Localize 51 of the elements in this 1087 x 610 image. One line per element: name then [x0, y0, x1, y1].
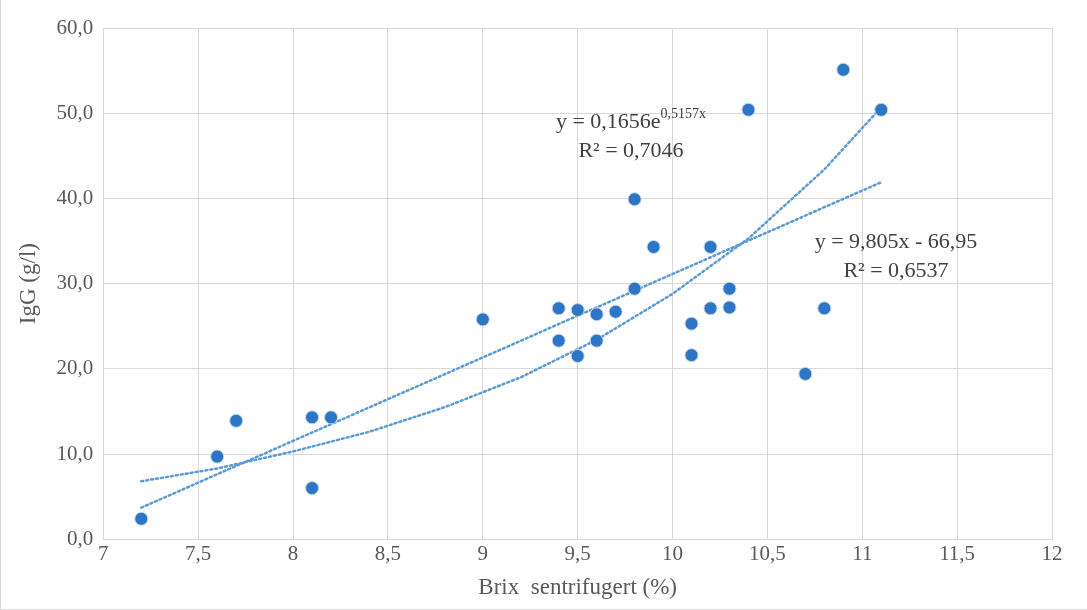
point: [570, 349, 585, 364]
point: [703, 301, 718, 316]
point: [627, 281, 642, 296]
x-tick-label: 11,5: [939, 541, 976, 566]
x-tick-label: 8: [287, 541, 299, 566]
y-tick-label: 10,0: [56, 440, 94, 465]
point: [551, 333, 566, 348]
point: [722, 300, 737, 315]
point: [570, 303, 585, 318]
point: [324, 410, 339, 425]
x-tick-label: 8,5: [374, 541, 402, 566]
x-tick-label: 10: [662, 541, 684, 566]
y-tick-label: 0,0: [67, 525, 94, 550]
x-tick-label: 11: [852, 541, 873, 566]
x-tick-label: 10,5: [749, 541, 786, 566]
annotation: R² = 0,7046: [578, 137, 684, 162]
y-tick-label: 60,0: [56, 14, 94, 39]
point: [703, 239, 718, 254]
point: [798, 366, 813, 381]
point: [210, 449, 225, 464]
point: [551, 301, 566, 316]
x-tick-label: 9,5: [564, 541, 591, 566]
point: [684, 348, 699, 363]
point: [627, 192, 642, 207]
point: [589, 307, 604, 322]
point: [722, 281, 737, 296]
point: [475, 312, 490, 327]
point: [836, 62, 851, 77]
x-tick-label: 9: [477, 541, 489, 566]
point: [646, 239, 661, 254]
point: [305, 410, 320, 425]
point: [874, 102, 889, 117]
y-tick-label: 50,0: [56, 99, 94, 124]
point: [684, 316, 699, 331]
point: [817, 301, 832, 316]
point: [589, 333, 604, 348]
annotation: y = 9,805x - 66,95: [814, 228, 978, 253]
x-tick-label: 7: [98, 541, 109, 566]
point: [741, 102, 756, 117]
point: [305, 481, 320, 496]
y-axis-title: IgG (g/l): [14, 243, 40, 325]
x-tick-label: 12: [1041, 541, 1063, 566]
y-tick-label: 20,0: [56, 355, 94, 380]
annotation: R² = 0,6537: [843, 257, 949, 282]
x-tick-label: 7,5: [185, 541, 212, 566]
x-axis-title: Brix sentrifugert (%): [478, 574, 677, 600]
y-tick-label: 40,0: [56, 184, 94, 209]
point: [229, 413, 244, 428]
point: [134, 511, 149, 526]
point: [608, 304, 623, 319]
y-tick-label: 30,0: [56, 270, 94, 295]
